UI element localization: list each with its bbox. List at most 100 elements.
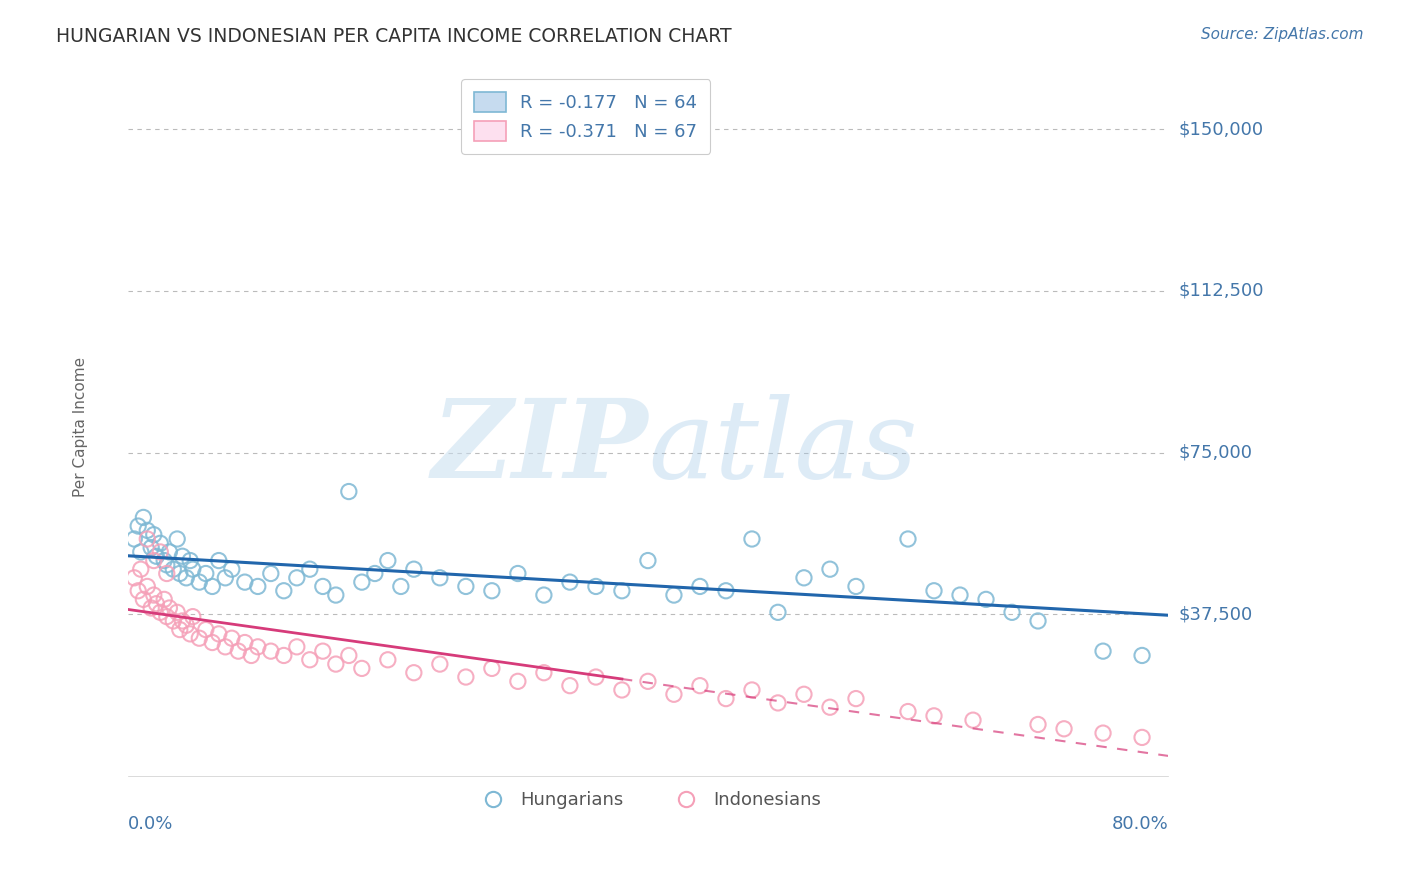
Point: [714, 583, 737, 598]
Point: [188, 575, 211, 590]
Point: [174, 618, 197, 632]
Point: [662, 588, 685, 602]
Point: [585, 579, 607, 593]
Point: [145, 597, 167, 611]
Point: [298, 562, 321, 576]
Point: [169, 566, 191, 581]
Point: [162, 614, 184, 628]
Point: [845, 579, 868, 593]
Point: [273, 583, 295, 598]
Point: [350, 661, 373, 675]
Point: [162, 562, 184, 576]
Point: [179, 627, 201, 641]
Text: $37,500: $37,500: [1178, 606, 1253, 624]
Point: [741, 532, 763, 546]
Point: [124, 532, 146, 546]
Point: [662, 687, 685, 701]
Point: [188, 631, 211, 645]
Point: [149, 536, 172, 550]
Point: [818, 700, 841, 714]
Point: [169, 623, 191, 637]
Text: HUNGARIAN VS INDONESIAN PER CAPITA INCOME CORRELATION CHART: HUNGARIAN VS INDONESIAN PER CAPITA INCOM…: [56, 27, 733, 45]
Point: [741, 683, 763, 698]
Point: [273, 648, 295, 663]
Point: [1130, 731, 1153, 745]
Point: [226, 644, 249, 658]
Point: [260, 566, 283, 581]
Point: [337, 484, 360, 499]
Point: [637, 674, 659, 689]
Point: [766, 605, 789, 619]
Point: [558, 575, 581, 590]
Point: [149, 545, 172, 559]
Point: [481, 661, 503, 675]
Point: [127, 519, 149, 533]
Point: [157, 601, 180, 615]
Text: ZIP: ZIP: [432, 394, 648, 501]
Point: [142, 553, 165, 567]
Point: [637, 553, 659, 567]
Point: [1092, 644, 1115, 658]
Point: [1053, 722, 1076, 736]
Point: [1026, 717, 1049, 731]
Point: [325, 657, 347, 671]
Point: [221, 631, 243, 645]
Point: [156, 558, 179, 572]
Point: [194, 623, 217, 637]
Point: [766, 696, 789, 710]
Point: [714, 691, 737, 706]
Point: [1130, 648, 1153, 663]
Point: [166, 532, 188, 546]
Point: [142, 588, 165, 602]
Point: [260, 644, 283, 658]
Point: [793, 687, 815, 701]
Text: Per Capita Income: Per Capita Income: [73, 357, 89, 497]
Point: [350, 575, 373, 590]
Point: [312, 579, 335, 593]
Point: [145, 549, 167, 564]
Point: [179, 553, 201, 567]
Point: [1092, 726, 1115, 740]
Point: [689, 579, 711, 593]
Point: [364, 566, 387, 581]
Point: [845, 691, 868, 706]
Text: $75,000: $75,000: [1178, 443, 1253, 462]
Point: [127, 583, 149, 598]
Point: [214, 571, 236, 585]
Point: [246, 579, 269, 593]
Point: [136, 524, 159, 538]
Point: [129, 545, 152, 559]
Point: [124, 571, 146, 585]
Point: [240, 648, 263, 663]
Point: [429, 657, 451, 671]
Point: [312, 644, 335, 658]
Point: [174, 571, 197, 585]
Point: [1001, 605, 1024, 619]
Point: [506, 674, 529, 689]
Point: [689, 679, 711, 693]
Point: [142, 527, 165, 541]
Point: [949, 588, 972, 602]
Point: [233, 635, 256, 649]
Point: [166, 605, 188, 619]
Point: [156, 609, 179, 624]
Point: [285, 640, 308, 654]
Point: [389, 579, 412, 593]
Point: [153, 553, 176, 567]
Point: [610, 683, 633, 698]
Point: [214, 640, 236, 654]
Point: [149, 605, 172, 619]
Point: [962, 713, 984, 727]
Point: [897, 532, 920, 546]
Point: [325, 588, 347, 602]
Point: [897, 705, 920, 719]
Point: [172, 614, 194, 628]
Point: [454, 670, 477, 684]
Text: $150,000: $150,000: [1178, 120, 1264, 138]
Point: [533, 588, 555, 602]
Point: [558, 679, 581, 693]
Point: [974, 592, 997, 607]
Point: [922, 583, 945, 598]
Point: [181, 609, 204, 624]
Point: [922, 709, 945, 723]
